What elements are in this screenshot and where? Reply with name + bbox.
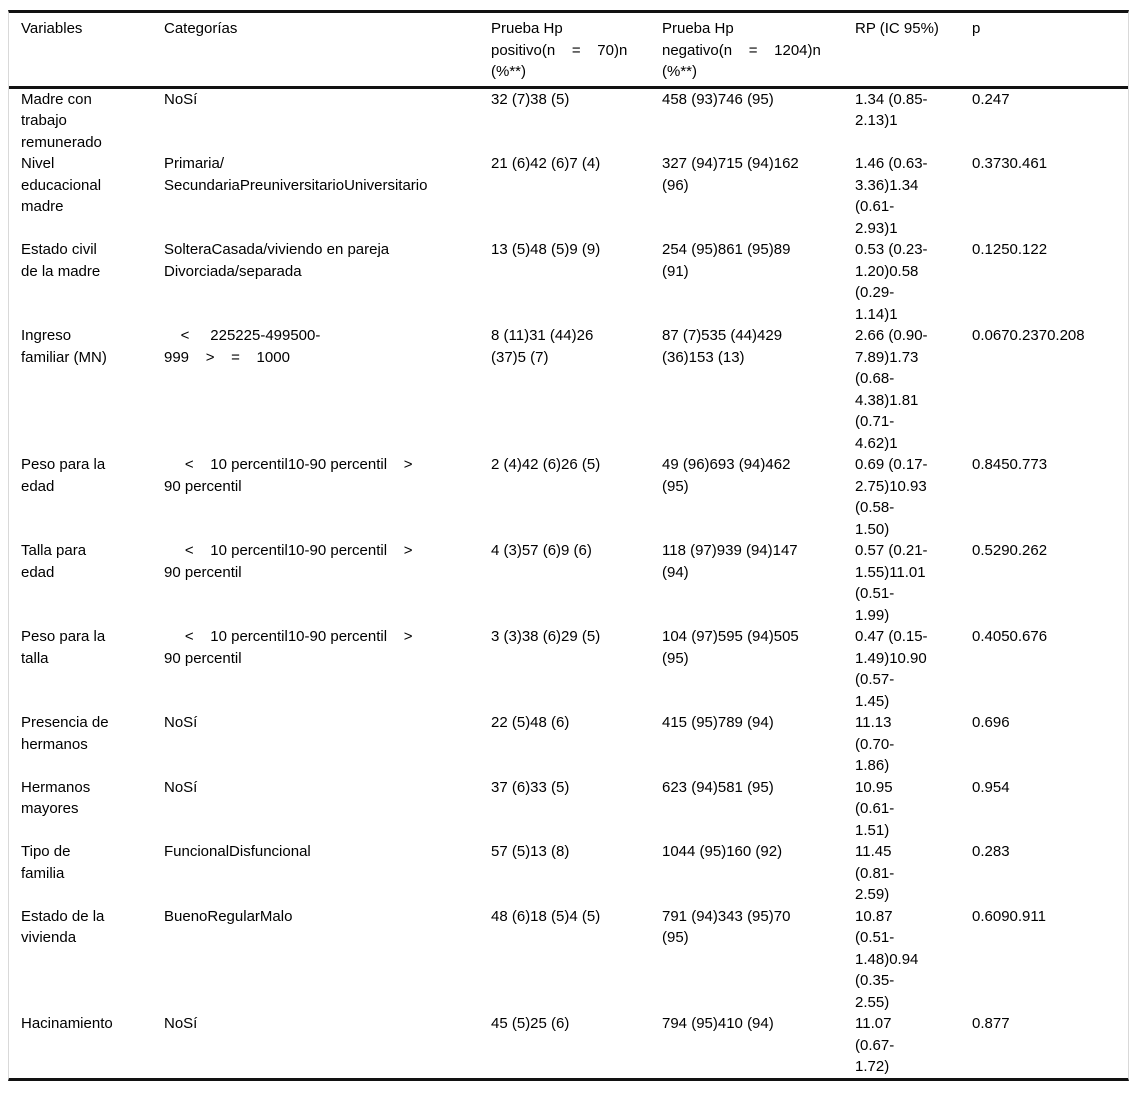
column-header-rp: RP (IC 95%): [855, 20, 939, 37]
cell-variables: Estado de la vivienda: [21, 907, 105, 947]
cell-variables: Talla para edad: [21, 542, 87, 581]
cell-p: 0.877: [972, 1015, 1010, 1032]
results-table: Variables Categorías Prueba Hp positivo(…: [8, 10, 1129, 1081]
cell-rp: 10.87 (0.51- 1.48)0.94 (0.35- 2.55): [855, 907, 919, 1011]
cell-variables: Peso para la talla: [21, 628, 106, 667]
cell-hp-positivo: 37 (6)33 (5): [491, 778, 570, 796]
cell-rp: 1.34 (0.85- 2.13)1: [855, 90, 928, 130]
cell-categorias: NoSí: [164, 1015, 198, 1032]
cell-rp: 0.53 (0.23- 1.20)0.58 (0.29- 1.14)1: [855, 241, 928, 323]
cell-rp: 11.45 (0.81- 2.59): [855, 843, 895, 903]
cell-hp-negativo: 118 (97)939 (94)147 (94): [662, 542, 798, 581]
column-header-categorias: Categorías: [164, 20, 238, 37]
cell-variables: Peso para la edad: [21, 456, 106, 495]
cell-rp: 0.69 (0.17- 2.75)10.93 (0.58- 1.50): [855, 456, 928, 538]
cell-hp-positivo: 57 (5)13 (8): [491, 843, 570, 860]
column-header-hp-positivo: Prueba Hp positivo(n = 70)n (%**): [491, 20, 628, 80]
cell-p: 0.283: [972, 843, 1010, 860]
table-row: Madre con trabajo remunerado NoSí 32 (7)…: [9, 89, 1128, 154]
cell-categorias: SolteraCasada/viviendo en pareja Divorci…: [164, 241, 390, 280]
cell-categorias: < 225225-499500- 999 > = 1000: [164, 327, 321, 366]
cell-hp-positivo: 3 (3)38 (6)29 (5): [491, 628, 601, 645]
cell-categorias: < 10 percentil10-90 percentil > 90 perce…: [164, 456, 413, 495]
cell-rp: 0.57 (0.21- 1.55)11.01 (0.51- 1.99): [855, 542, 928, 624]
cell-hp-negativo: 327 (94)715 (94)162 (96): [662, 155, 799, 194]
column-header-p: p: [972, 20, 981, 37]
cell-p: 0.954: [972, 778, 1010, 796]
cell-hp-positivo: 48 (6)18 (5)4 (5): [491, 907, 601, 925]
cell-p: 0.3730.461: [972, 155, 1048, 172]
cell-variables: Tipo de familia: [21, 843, 71, 882]
table-row: Hermanos mayores NoSí 37 (6)33 (5) 623 (…: [9, 777, 1128, 842]
cell-variables: Presencia de hermanos: [21, 714, 109, 753]
table-row: Nivel educacional madre Primaria/ Secund…: [9, 153, 1128, 239]
cell-hp-negativo: 415 (95)789 (94): [662, 714, 774, 731]
table-header-row: Variables Categorías Prueba Hp positivo(…: [9, 13, 1128, 89]
cell-categorias: < 10 percentil10-90 percentil > 90 perce…: [164, 542, 413, 581]
cell-variables: Estado civil de la madre: [21, 241, 101, 280]
table-row: Estado de la vivienda BuenoRegularMalo 4…: [9, 906, 1128, 1014]
cell-p: 0.4050.676: [972, 628, 1048, 645]
cell-p: 0.8450.773: [972, 456, 1048, 473]
column-header-hp-negativo: Prueba Hp negativo(n = 1204)n (%**): [662, 20, 821, 80]
table-row: Hacinamiento NoSí 45 (5)25 (6) 794 (95)4…: [9, 1013, 1128, 1078]
cell-p: 0.1250.122: [972, 241, 1048, 258]
cell-p: 0.247: [972, 90, 1010, 108]
cell-hp-negativo: 623 (94)581 (95): [662, 778, 774, 796]
cell-categorias: NoSí: [164, 778, 198, 796]
table-body: Madre con trabajo remunerado NoSí 32 (7)…: [9, 89, 1128, 1078]
cell-hp-negativo: 458 (93)746 (95): [662, 90, 774, 108]
column-header-variables: Variables: [21, 20, 83, 37]
cell-hp-negativo: 794 (95)410 (94): [662, 1015, 774, 1032]
cell-categorias: NoSí: [164, 90, 198, 108]
cell-variables: Nivel educacional madre: [21, 155, 102, 215]
cell-hp-negativo: 1044 (95)160 (92): [662, 843, 783, 860]
cell-categorias: Primaria/ SecundariaPreuniversitarioUniv…: [164, 155, 428, 194]
cell-variables: Madre con trabajo remunerado: [21, 90, 102, 151]
cell-hp-positivo: 13 (5)48 (5)9 (9): [491, 241, 601, 258]
cell-hp-negativo: 254 (95)861 (95)89 (91): [662, 241, 791, 280]
cell-categorias: BuenoRegularMalo: [164, 907, 293, 925]
cell-hp-positivo: 22 (5)48 (6): [491, 714, 570, 731]
cell-p: 0.6090.911: [972, 907, 1046, 925]
cell-hp-positivo: 32 (7)38 (5): [491, 90, 570, 108]
cell-variables: Hacinamiento: [21, 1015, 113, 1032]
cell-p: 0.696: [972, 714, 1010, 731]
cell-hp-positivo: 45 (5)25 (6): [491, 1015, 570, 1032]
cell-variables: Hermanos mayores: [21, 778, 91, 818]
cell-rp: 10.95 (0.61- 1.51): [855, 778, 895, 839]
cell-categorias: < 10 percentil10-90 percentil > 90 perce…: [164, 628, 413, 667]
cell-hp-positivo: 21 (6)42 (6)7 (4): [491, 155, 601, 172]
cell-hp-positivo: 8 (11)31 (44)26 (37)5 (7): [491, 327, 594, 366]
cell-categorias: NoSí: [164, 714, 198, 731]
table-row: Ingreso familiar (MN) < 225225-499500- 9…: [9, 325, 1128, 454]
cell-hp-positivo: 2 (4)42 (6)26 (5): [491, 456, 601, 473]
table-row: Peso para la talla < 10 percentil10-90 p…: [9, 626, 1128, 712]
table-row: Tipo de familia FuncionalDisfuncional 57…: [9, 841, 1128, 906]
cell-hp-negativo: 104 (97)595 (94)505 (95): [662, 628, 799, 667]
table-row: Peso para la edad < 10 percentil10-90 pe…: [9, 454, 1128, 540]
cell-hp-negativo: 49 (96)693 (94)462 (95): [662, 456, 791, 495]
cell-hp-negativo: 87 (7)535 (44)429 (36)153 (13): [662, 327, 783, 366]
cell-p: 0.5290.262: [972, 542, 1048, 559]
cell-rp: 0.47 (0.15- 1.49)10.90 (0.57- 1.45): [855, 628, 928, 710]
table-row: Talla para edad < 10 percentil10-90 perc…: [9, 540, 1128, 626]
cell-categorias: FuncionalDisfuncional: [164, 843, 311, 860]
table-row: Presencia de hermanos NoSí 22 (5)48 (6) …: [9, 712, 1128, 777]
cell-variables: Ingreso familiar (MN): [21, 327, 107, 366]
cell-hp-positivo: 4 (3)57 (6)9 (6): [491, 542, 592, 559]
cell-p: 0.0670.2370.208: [972, 327, 1085, 344]
cell-rp: 11.07 (0.67- 1.72): [855, 1015, 895, 1075]
cell-rp: 2.66 (0.90- 7.89)1.73 (0.68- 4.38)1.81 (…: [855, 327, 928, 452]
cell-rp: 1.46 (0.63- 3.36)1.34 (0.61- 2.93)1: [855, 155, 928, 237]
cell-hp-negativo: 791 (94)343 (95)70 (95): [662, 907, 791, 947]
table-row: Estado civil de la madre SolteraCasada/v…: [9, 239, 1128, 325]
cell-rp: 11.13 (0.70- 1.86): [855, 714, 895, 774]
